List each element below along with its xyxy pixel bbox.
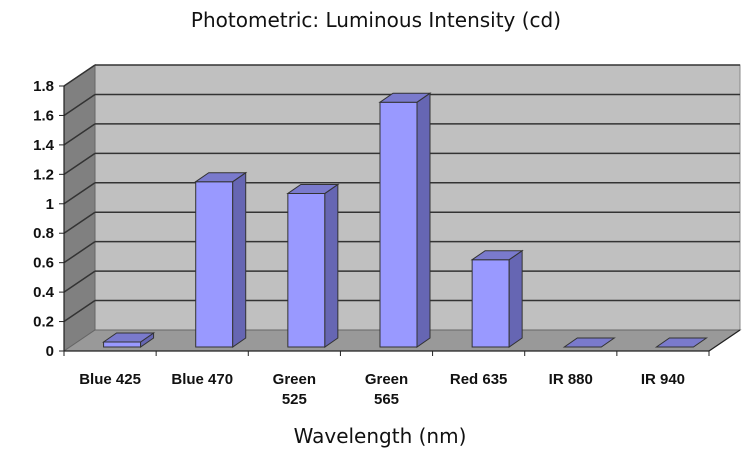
bar-ir-880 [562, 337, 616, 348]
x-tick-label: Blue 425 [79, 371, 141, 388]
y-tick-label: 1.6 [33, 107, 54, 124]
y-axis-ticks: 0 0.2 0.4 0.6 0.8 1 1.2 1.4 1.6 1.8 [33, 78, 64, 360]
bar-front [471, 259, 510, 348]
x-tick-label: Red 635 [450, 371, 508, 388]
gridline-side [63, 241, 96, 264]
bar-ir-940 [654, 337, 709, 348]
gridline-side [63, 64, 96, 87]
y-tick-label: 0.6 [33, 255, 54, 272]
bar-top [654, 337, 709, 348]
bar-top [101, 332, 156, 343]
y-tick-label: 1 [46, 196, 54, 213]
y-tick-label: 0 [46, 343, 54, 360]
x-tick-label: 525 [282, 391, 307, 408]
y-tick-label: 0.8 [33, 225, 54, 242]
x-tick-label: IR 940 [641, 371, 685, 388]
axes [63, 86, 741, 356]
bar-side [508, 249, 523, 348]
y-tick-label: 1.8 [33, 78, 54, 95]
chart-title: Photometric: Luminous Intensity (cd) [190, 8, 562, 32]
gridline-side [63, 211, 96, 234]
y-tick-label: 1.2 [33, 166, 54, 183]
bar-green-525 [286, 183, 340, 348]
gridline-side [63, 152, 96, 175]
gridline-side [63, 182, 96, 205]
bar-front [103, 341, 142, 348]
bar-top [378, 92, 432, 103]
bar-front [195, 181, 234, 348]
x-tick-label: IR 880 [549, 371, 593, 388]
bar-top [562, 337, 616, 348]
floor-edge [708, 329, 741, 352]
gridline-side [63, 270, 96, 293]
bar-green-565 [378, 92, 432, 348]
x-axis-title: Wavelength (nm) [293, 424, 467, 448]
bar-top [470, 250, 524, 261]
x-tick-label: Green [273, 371, 316, 388]
bar-blue-470 [194, 171, 248, 348]
side-wall [63, 64, 96, 352]
bar-side [232, 171, 247, 348]
y-tick-label: 0.4 [33, 284, 55, 301]
gridline-side [63, 123, 96, 146]
bar-blue-425 [101, 332, 156, 348]
bar-front [287, 192, 326, 348]
bar-top [286, 183, 340, 194]
bar-front [379, 101, 418, 348]
bar-series [101, 92, 709, 348]
y-tick-label: 1.4 [33, 137, 55, 154]
x-tick-label: Blue 470 [171, 371, 233, 388]
bar-top [194, 172, 248, 183]
gridline-side [63, 299, 96, 323]
y-tick-label: 0.2 [33, 314, 54, 331]
x-tick-label: Green [365, 371, 408, 388]
bar-red-635 [470, 249, 524, 348]
x-axis-labels: Blue 425 Blue 470 Green 525 Green 565 Red 635 I… [79, 371, 685, 408]
x-tick-label: 565 [374, 391, 399, 408]
bar-side [324, 183, 339, 348]
bar-side [416, 92, 431, 348]
gridline-side [63, 93, 96, 117]
